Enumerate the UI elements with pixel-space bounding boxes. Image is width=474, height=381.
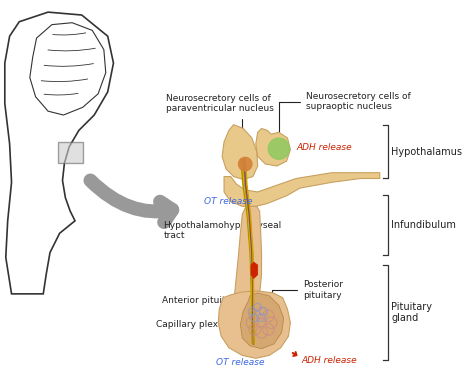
Circle shape: [238, 157, 252, 171]
Polygon shape: [30, 23, 106, 115]
Text: Pituitary
gland: Pituitary gland: [392, 302, 432, 323]
Text: Neurosecretory cells of
paraventricular nucleus: Neurosecretory cells of paraventricular …: [166, 94, 274, 161]
Polygon shape: [224, 173, 380, 207]
Polygon shape: [5, 12, 113, 294]
Text: Anterior pituitary: Anterior pituitary: [162, 296, 240, 320]
Polygon shape: [218, 291, 291, 358]
Text: Hypothalamohypophyseal
tract: Hypothalamohypophyseal tract: [164, 221, 282, 248]
Text: OT release: OT release: [204, 197, 252, 207]
Text: Neurosecretory cells of
supraoptic nucleus: Neurosecretory cells of supraoptic nucle…: [279, 92, 410, 146]
Text: OT release: OT release: [216, 358, 264, 367]
Polygon shape: [240, 293, 283, 349]
Polygon shape: [235, 207, 262, 299]
Polygon shape: [256, 128, 291, 166]
Bar: [58, 142, 82, 163]
Text: Capillary plexus: Capillary plexus: [156, 320, 242, 336]
Polygon shape: [251, 262, 258, 279]
Text: ADH release: ADH release: [296, 142, 352, 152]
Text: Posterior
pituitary: Posterior pituitary: [272, 280, 343, 310]
Text: Hypothalamus: Hypothalamus: [392, 147, 462, 157]
Circle shape: [268, 138, 290, 159]
Text: ADH release: ADH release: [302, 356, 357, 365]
Polygon shape: [222, 125, 258, 179]
Text: Infundibulum: Infundibulum: [392, 220, 456, 230]
